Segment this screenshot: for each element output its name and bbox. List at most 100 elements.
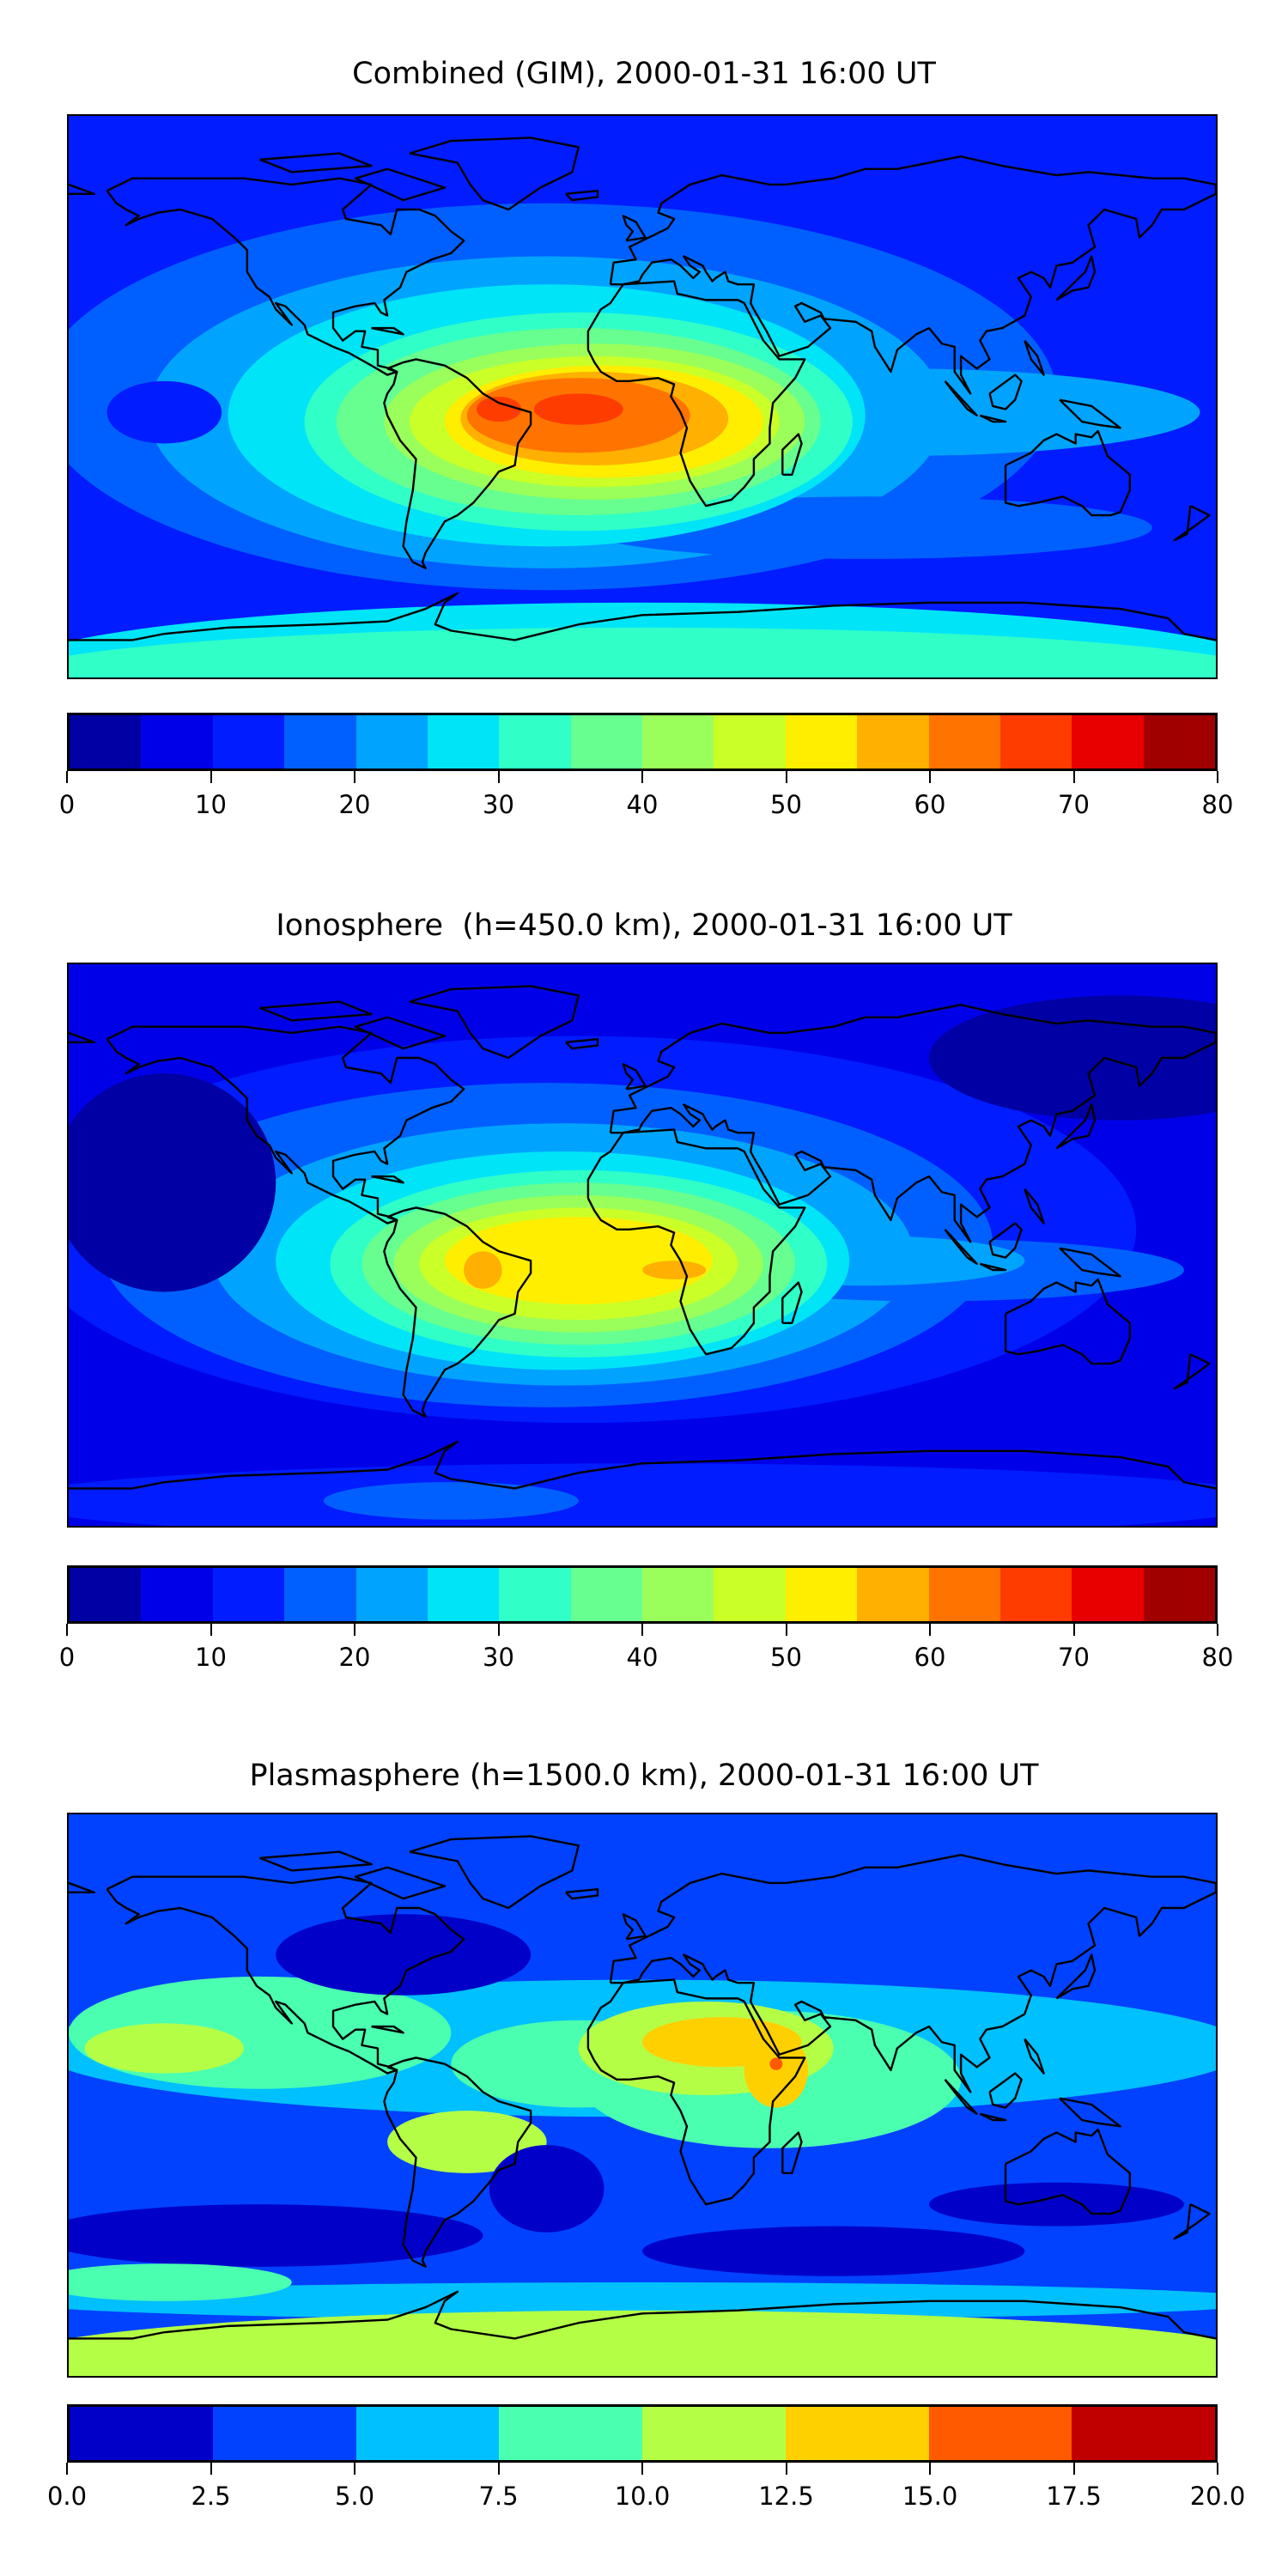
coastline: [260, 154, 372, 173]
colorbar-segment: [499, 2407, 642, 2460]
colorbar-tick-mark: [210, 1624, 212, 1636]
coastline: [1056, 1955, 1095, 1999]
colorbar-tick-mark: [497, 2463, 500, 2475]
colorbar-segment: [570, 715, 642, 769]
contour-region: [69, 1463, 1216, 1526]
colorbar-tick-mark: [66, 771, 68, 783]
colorbar-tick-mark: [1072, 1624, 1075, 1636]
contour-region: [69, 627, 1216, 677]
contour-region: [929, 2182, 1184, 2227]
contour-region: [489, 2145, 605, 2233]
colorbar-tick-label: 70: [1058, 1643, 1090, 1672]
colorbar-tick-mark: [785, 1624, 787, 1636]
coastline: [990, 375, 1022, 410]
coastline: [566, 191, 598, 200]
colorbar-tick-label: 10: [195, 790, 227, 819]
coastline: [1024, 1189, 1043, 1224]
contour-region: [69, 2204, 483, 2267]
colorbar-segment: [857, 1568, 929, 1621]
coastline: [1175, 2204, 1210, 2239]
panel-title-combined: Combined (GIM), 2000-01-31 16:00 UT: [352, 57, 936, 91]
colorbar-segment: [427, 715, 500, 769]
colorbar-tick-label: 10: [195, 1643, 227, 1672]
colorbar-tick-mark: [641, 771, 643, 783]
coastline: [355, 1868, 445, 1899]
colorbar-tick-mark: [1217, 2463, 1218, 2475]
coastline: [588, 282, 805, 507]
colorbar-segment: [714, 715, 786, 769]
colorbar-segment: [1072, 2407, 1215, 2460]
colorbar-tick-label: 50: [770, 1643, 802, 1672]
coastline: [410, 137, 579, 210]
colorbar-segment: [499, 1568, 571, 1621]
contour-region: [84, 2023, 245, 2074]
colorbar-segment: [570, 1568, 642, 1621]
coastline: [945, 381, 977, 416]
colorbar-tick-mark: [1072, 2463, 1075, 2475]
coastline: [1024, 2039, 1043, 2074]
colorbar-segment: [928, 715, 1000, 769]
colorbar-segment: [212, 715, 285, 769]
coastline: [69, 593, 1216, 641]
colorbar-plasmasphere: [67, 2404, 1218, 2463]
colorbar-ionosphere: [67, 1565, 1218, 1624]
coastline: [1005, 1279, 1130, 1364]
colorbar-segment: [1143, 1568, 1215, 1621]
contour-region: [69, 2310, 1216, 2376]
colorbar-segment: [1072, 715, 1144, 769]
colorbar-segment: [212, 2407, 356, 2460]
colorbar-tick-mark: [785, 2463, 787, 2475]
coastline: [384, 2057, 531, 2266]
contour-region: [69, 1073, 276, 1292]
colorbar-tick-mark: [929, 2463, 931, 2475]
colorbar-segment: [212, 1568, 285, 1621]
coastline: [69, 185, 94, 194]
colorbar-segment: [141, 1568, 213, 1621]
contour-region: [769, 2057, 783, 2070]
colorbar-ticks-ionosphere: 0 10 20 30 40 50 60 70 80: [59, 1624, 1233, 1675]
coastline: [1056, 257, 1095, 301]
coastline: [384, 1207, 531, 1416]
map-ionosphere-tec: [67, 963, 1218, 1528]
colorbar-segment: [70, 2407, 213, 2460]
coastline: [566, 1039, 598, 1048]
colorbar-tick-label: 20: [338, 790, 371, 819]
coastline: [611, 1005, 1216, 1242]
contour-region: [642, 2226, 1025, 2276]
coastline: [623, 1914, 646, 1939]
coastline: [1060, 2099, 1121, 2127]
coastline: [69, 2292, 1216, 2339]
panel-title-ionosphere: Ionosphere (h=450.0 km), 2000-01-31 16:0…: [276, 908, 1012, 943]
colorbar-tick-label: 60: [914, 790, 946, 819]
colorbar-segment: [1072, 1568, 1144, 1621]
colorbar-segment: [355, 715, 428, 769]
colorbar-segment: [999, 715, 1072, 769]
colorbar-tick-mark: [66, 2463, 68, 2475]
colorbar-tick-mark: [1072, 771, 1075, 783]
contour-region: [276, 1914, 532, 1996]
colorbar-tick-label: 50: [770, 790, 802, 819]
colorbar-segment: [642, 1568, 714, 1621]
coastline: [69, 1033, 94, 1042]
colorbar-segment: [70, 1568, 142, 1621]
map-combined-tec: [67, 114, 1218, 679]
colorbar-tick-mark: [929, 1624, 931, 1636]
colorbar-segment: [355, 1568, 428, 1621]
coastline: [355, 1018, 445, 1048]
contour-region: [69, 2282, 1216, 2320]
contour-region: [477, 397, 521, 422]
coastline: [1060, 400, 1121, 428]
contour-region: [464, 1251, 502, 1289]
colorbar-segment: [70, 715, 142, 769]
colorbar-segment: [785, 1568, 858, 1621]
colorbar-ticks-combined: 0 10 20 30 40 50 60 70 80: [59, 771, 1233, 823]
colorbar-segment: [714, 1568, 786, 1621]
coastline: [355, 169, 445, 200]
contour-region: [533, 393, 623, 425]
colorbar-tick-mark: [354, 1624, 355, 1636]
coastline: [410, 1836, 579, 1908]
colorbar-tick-label: 40: [626, 790, 659, 819]
colorbar-tick-label: 5.0: [334, 2482, 375, 2511]
contour-region: [69, 2263, 292, 2301]
colorbar-tick-mark: [785, 771, 787, 783]
